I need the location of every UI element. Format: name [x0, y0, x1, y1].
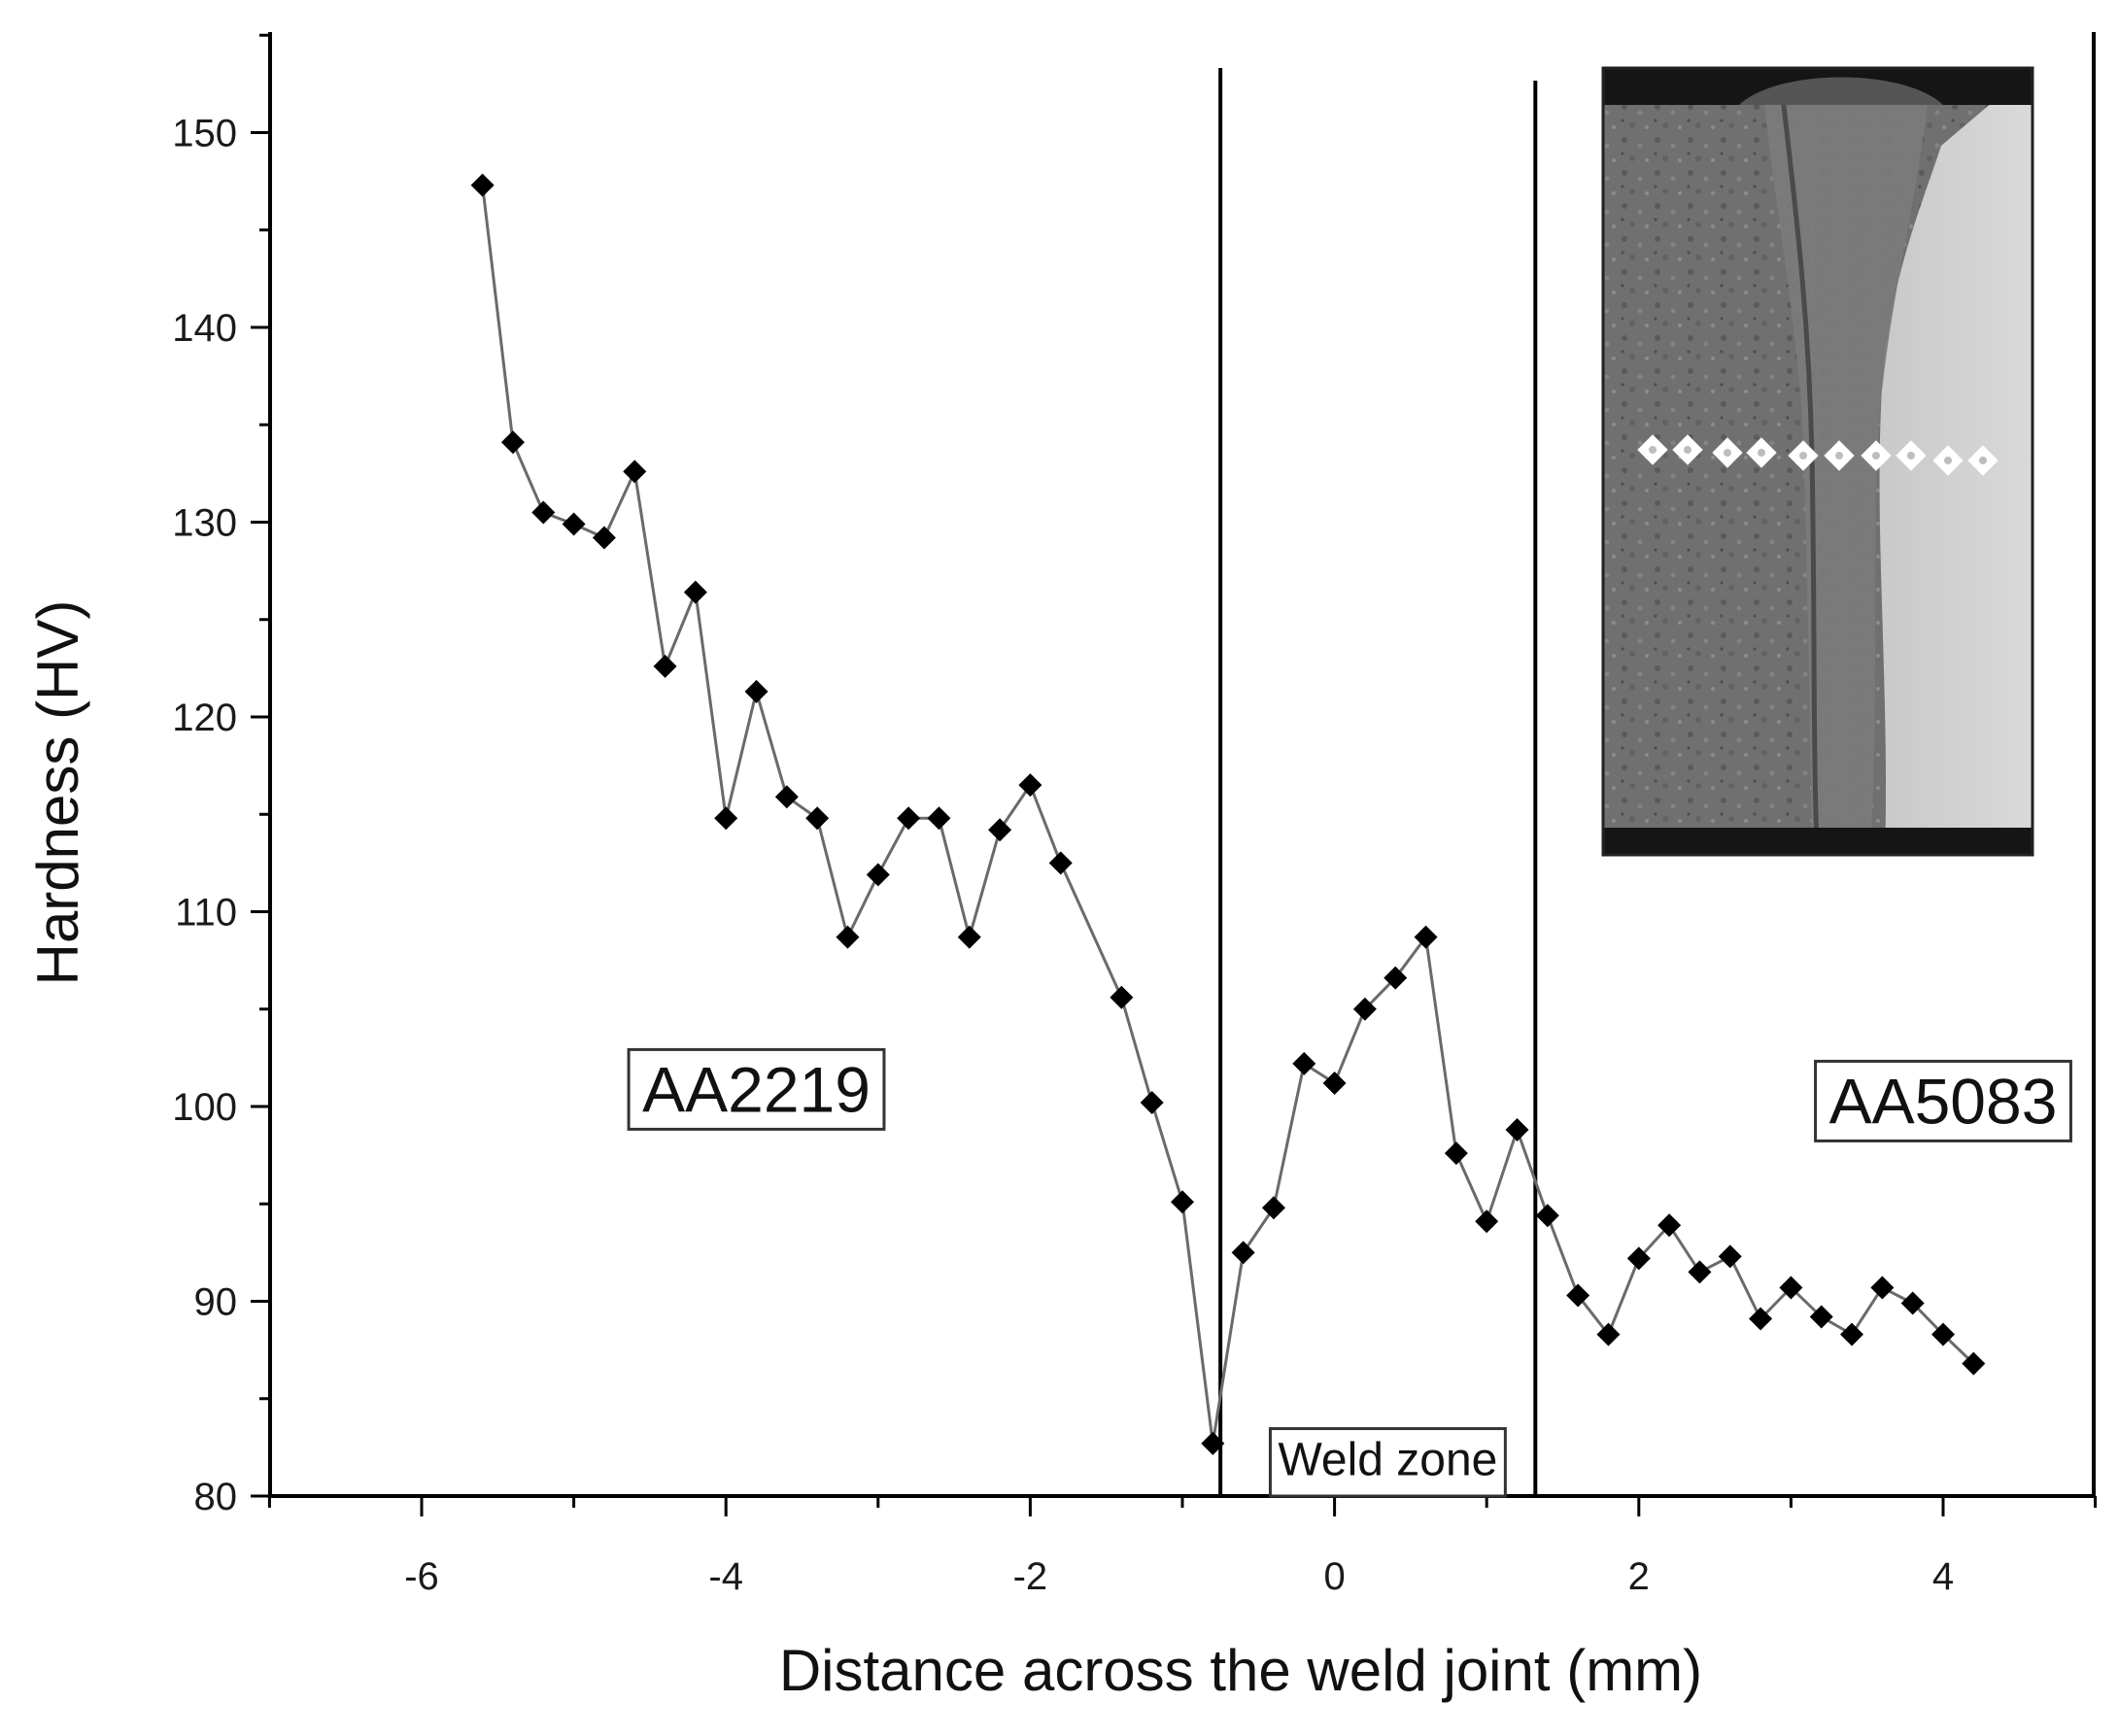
x-axis-title: Distance across the weld joint (mm) — [779, 1638, 1702, 1703]
data-point — [653, 654, 677, 678]
data-point — [1322, 1071, 1347, 1095]
data-point — [683, 580, 707, 604]
data-point — [1870, 1276, 1895, 1300]
data-point — [1535, 1204, 1559, 1228]
data-point — [1261, 1196, 1285, 1220]
indentation-center — [1979, 457, 1987, 464]
x-tick-label: 2 — [1628, 1555, 1650, 1598]
data-point — [531, 500, 556, 525]
material-label: AA2219 — [642, 1053, 871, 1125]
material-label-box — [1814, 1059, 2072, 1142]
indentation-center — [1684, 446, 1691, 454]
data-point — [897, 806, 921, 831]
y-tick-label: 100 — [172, 1086, 237, 1129]
indentation-center — [1907, 452, 1915, 460]
data-point — [927, 806, 951, 831]
region-labels: AA2219 AA5083 Weld zone — [627, 1047, 2072, 1498]
data-point — [1718, 1244, 1742, 1269]
data-point — [1444, 1141, 1468, 1166]
data-point — [714, 806, 738, 831]
inset-bottom-band — [1603, 828, 2033, 855]
x-tick-label: -2 — [1013, 1555, 1048, 1598]
y-tick-label: 120 — [172, 697, 237, 739]
data-point — [1566, 1283, 1590, 1308]
data-point — [1779, 1276, 1803, 1300]
y-tick-label: 110 — [175, 892, 237, 935]
material-label-box — [627, 1047, 886, 1131]
data-point — [1840, 1322, 1864, 1346]
indentation-center — [1724, 449, 1731, 457]
data-point — [1809, 1305, 1833, 1329]
weld-zone-label: Weld zone — [1278, 1435, 1497, 1486]
data-point — [1018, 773, 1042, 798]
y-tick-label: 150 — [172, 113, 237, 155]
data-point — [1140, 1090, 1164, 1114]
data-point — [1688, 1260, 1712, 1284]
data-point — [623, 460, 647, 484]
data-point — [1292, 1051, 1316, 1075]
series-group — [470, 173, 1986, 1455]
indentation-center — [1799, 452, 1807, 460]
data-point — [562, 512, 586, 536]
y-axis-title: Hardness (HV) — [25, 600, 90, 986]
y-tick-label: 140 — [172, 307, 237, 350]
material-label: AA5083 — [1829, 1065, 2058, 1137]
data-point — [1475, 1209, 1499, 1234]
data-point — [1048, 851, 1073, 875]
data-point — [592, 526, 616, 550]
x-tick-label: -6 — [404, 1555, 439, 1598]
data-point — [470, 173, 495, 197]
x-tick-label: 0 — [1323, 1555, 1345, 1598]
x-tick-label: -4 — [708, 1555, 743, 1598]
data-point — [1231, 1241, 1255, 1265]
tick-labels: 80 90 100 110 120 130 140 150 -6 -4 -2 0 2 4 — [172, 113, 1954, 1599]
indentation-center — [1944, 457, 1952, 464]
weld-zone-boundaries — [1218, 68, 1538, 1496]
data-point — [1110, 985, 1134, 1009]
data-point — [1414, 925, 1438, 949]
tick-marks — [251, 33, 2098, 1516]
indentation-center — [1872, 452, 1880, 460]
y-tick-label: 90 — [194, 1281, 238, 1324]
data-point — [1900, 1291, 1925, 1315]
indentation-center — [1649, 446, 1657, 454]
data-point — [866, 863, 890, 887]
data-point — [1626, 1246, 1651, 1271]
data-point — [1171, 1190, 1194, 1214]
data-point — [1352, 997, 1377, 1021]
inset-top-bulge — [1739, 77, 1943, 105]
data-point — [1201, 1431, 1225, 1455]
data-point — [774, 785, 799, 809]
data-point — [957, 925, 981, 949]
data-point — [836, 925, 860, 949]
data-point — [1962, 1351, 1986, 1376]
y-tick-label: 80 — [194, 1476, 238, 1518]
data-point — [1931, 1322, 1955, 1346]
data-point — [1384, 966, 1408, 990]
x-tick-label: 4 — [1932, 1555, 1954, 1598]
data-point — [1505, 1118, 1529, 1142]
weld-micrograph-inset — [1601, 66, 2034, 857]
indentation-center — [1835, 452, 1843, 460]
indentation-center — [1758, 449, 1765, 457]
data-point — [1657, 1213, 1682, 1238]
data-point — [988, 818, 1012, 842]
data-point — [1596, 1322, 1621, 1346]
data-point — [500, 430, 525, 455]
data-point — [1749, 1307, 1773, 1331]
indentation-markers — [1637, 434, 1998, 476]
data-point — [744, 679, 769, 703]
y-tick-label: 130 — [172, 502, 237, 545]
weld-zone-label-box — [1268, 1427, 1507, 1498]
data-point — [805, 806, 830, 831]
